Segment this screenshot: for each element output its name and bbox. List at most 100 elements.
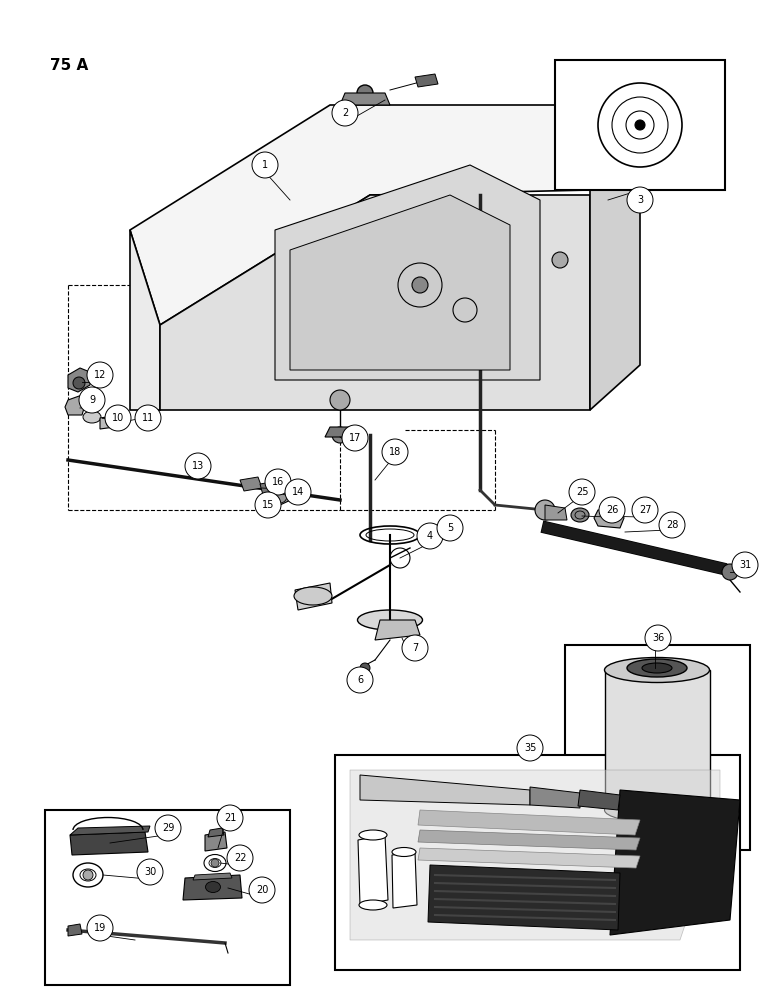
Ellipse shape xyxy=(392,848,416,856)
Circle shape xyxy=(732,552,758,578)
Circle shape xyxy=(332,427,348,443)
Text: 22: 22 xyxy=(234,853,246,863)
Polygon shape xyxy=(65,395,85,415)
Text: 10: 10 xyxy=(112,413,124,423)
Circle shape xyxy=(217,805,243,831)
Polygon shape xyxy=(290,195,510,370)
Text: 25: 25 xyxy=(576,487,588,497)
Polygon shape xyxy=(392,852,417,908)
Circle shape xyxy=(185,453,211,479)
Circle shape xyxy=(155,815,181,841)
Circle shape xyxy=(265,469,291,495)
Ellipse shape xyxy=(642,663,672,673)
Circle shape xyxy=(255,492,281,518)
Circle shape xyxy=(517,735,543,761)
Circle shape xyxy=(342,425,368,451)
Polygon shape xyxy=(265,487,295,505)
Circle shape xyxy=(79,387,105,413)
Polygon shape xyxy=(418,830,640,850)
Circle shape xyxy=(211,859,219,867)
Polygon shape xyxy=(130,230,160,410)
Text: 17: 17 xyxy=(349,433,361,443)
Circle shape xyxy=(437,515,463,541)
Circle shape xyxy=(552,252,568,268)
Polygon shape xyxy=(240,477,262,491)
Polygon shape xyxy=(415,74,438,87)
Text: 28: 28 xyxy=(666,520,678,530)
Polygon shape xyxy=(208,828,224,837)
Polygon shape xyxy=(578,790,620,810)
Text: 3: 3 xyxy=(637,195,643,205)
Circle shape xyxy=(227,845,253,871)
Polygon shape xyxy=(375,620,420,640)
Polygon shape xyxy=(183,875,242,900)
Text: 35: 35 xyxy=(524,743,536,753)
Bar xyxy=(335,755,740,970)
Text: 7: 7 xyxy=(412,643,418,653)
Polygon shape xyxy=(530,787,580,808)
Polygon shape xyxy=(160,195,590,410)
Polygon shape xyxy=(545,505,567,520)
Text: 9: 9 xyxy=(89,395,95,405)
Polygon shape xyxy=(610,790,740,935)
Circle shape xyxy=(357,85,373,101)
Polygon shape xyxy=(205,832,227,851)
Text: 36: 36 xyxy=(652,633,664,643)
Text: 21: 21 xyxy=(224,813,236,823)
Ellipse shape xyxy=(359,900,387,910)
Polygon shape xyxy=(358,835,388,905)
Polygon shape xyxy=(590,105,640,410)
Polygon shape xyxy=(295,583,332,610)
Text: 27: 27 xyxy=(639,505,651,515)
Text: 75 A: 75 A xyxy=(50,58,88,73)
Ellipse shape xyxy=(205,882,221,892)
Text: 29: 29 xyxy=(161,823,174,833)
Circle shape xyxy=(252,152,278,178)
Circle shape xyxy=(599,497,625,523)
Polygon shape xyxy=(193,873,232,880)
Text: 31: 31 xyxy=(739,560,751,570)
Circle shape xyxy=(87,362,113,388)
Polygon shape xyxy=(340,93,390,105)
Bar xyxy=(45,810,290,985)
Circle shape xyxy=(332,100,358,126)
Circle shape xyxy=(402,635,428,661)
Text: 13: 13 xyxy=(192,461,204,471)
Circle shape xyxy=(535,500,555,520)
Text: 30: 30 xyxy=(144,867,156,877)
Circle shape xyxy=(627,187,653,213)
Circle shape xyxy=(330,390,350,410)
Circle shape xyxy=(249,877,275,903)
Text: 15: 15 xyxy=(262,500,275,510)
Text: 2: 2 xyxy=(342,108,348,118)
Polygon shape xyxy=(418,810,640,835)
Polygon shape xyxy=(418,848,640,868)
Circle shape xyxy=(360,663,370,673)
Circle shape xyxy=(412,277,428,293)
Circle shape xyxy=(417,523,443,549)
Polygon shape xyxy=(260,482,275,495)
Text: 16: 16 xyxy=(272,477,284,487)
Circle shape xyxy=(285,479,311,505)
Circle shape xyxy=(83,870,93,880)
Circle shape xyxy=(135,405,161,431)
Ellipse shape xyxy=(604,798,710,822)
Polygon shape xyxy=(594,508,624,528)
Circle shape xyxy=(659,512,685,538)
Text: 26: 26 xyxy=(606,505,619,515)
Polygon shape xyxy=(68,924,82,936)
Polygon shape xyxy=(70,832,148,855)
Text: 11: 11 xyxy=(142,413,154,423)
Circle shape xyxy=(105,405,131,431)
Ellipse shape xyxy=(83,411,101,423)
Ellipse shape xyxy=(359,830,387,840)
Ellipse shape xyxy=(627,659,687,677)
Ellipse shape xyxy=(571,508,589,522)
Polygon shape xyxy=(70,826,150,835)
Text: 12: 12 xyxy=(94,370,106,380)
Circle shape xyxy=(635,120,645,130)
Ellipse shape xyxy=(604,658,710,682)
Circle shape xyxy=(569,479,595,505)
Polygon shape xyxy=(130,105,590,325)
Circle shape xyxy=(347,667,373,693)
